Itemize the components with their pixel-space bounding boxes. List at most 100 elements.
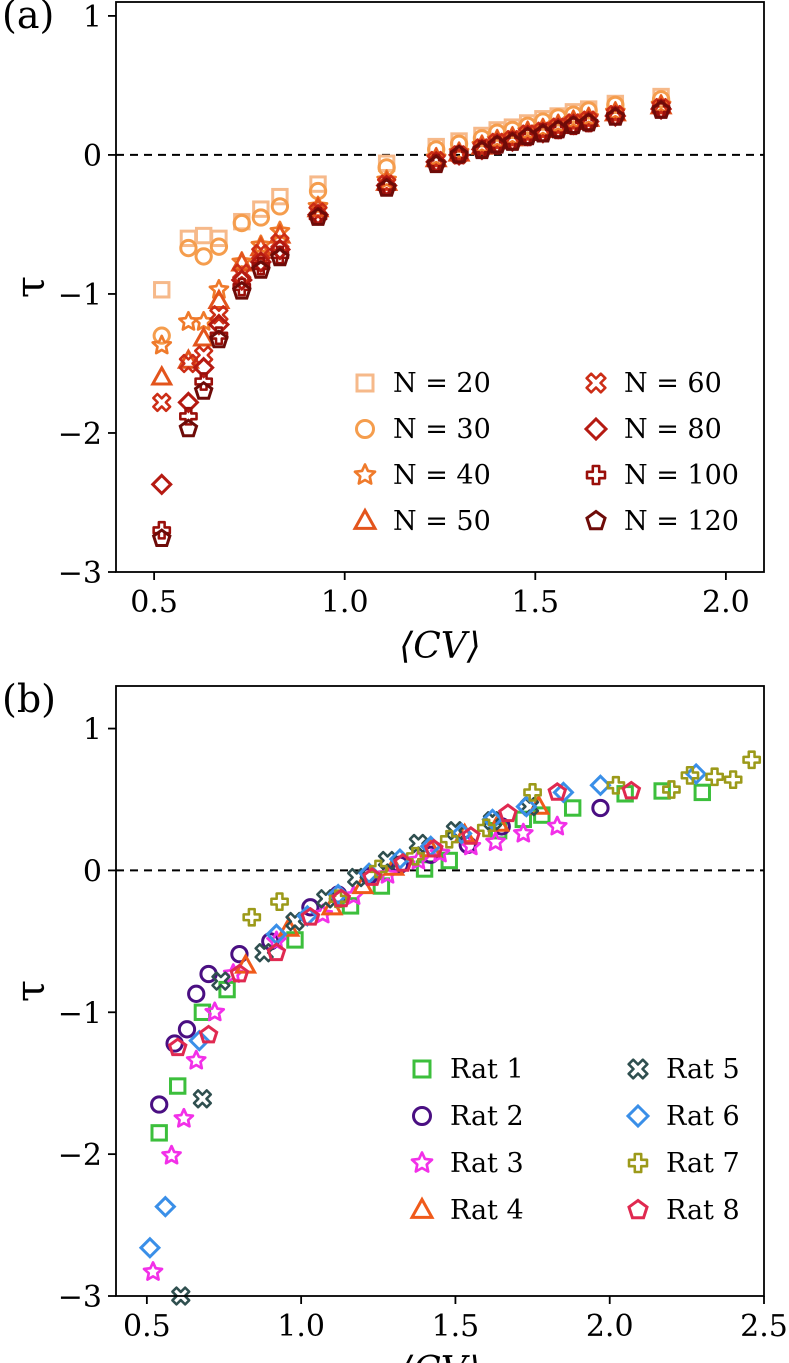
data-point [167, 1037, 188, 1057]
data-point [270, 197, 290, 216]
series-3 [151, 94, 672, 355]
data-point [308, 207, 328, 226]
legend-entry: N = 30 [355, 414, 491, 445]
data-point [376, 177, 397, 197]
legend-entry: Rat 6 [625, 1101, 740, 1132]
x-tick-label: 2.0 [702, 585, 750, 620]
data-point [207, 288, 231, 310]
x-tick-label: 0.5 [130, 585, 178, 620]
data-point [606, 775, 626, 795]
legend: N = 20 N = 30 N = 40 N = 50 N = 60 N = 80 N = … [352, 368, 739, 537]
data-point [497, 803, 518, 823]
data-point [231, 251, 253, 271]
data-point [150, 1095, 169, 1114]
legend-marker [627, 1152, 649, 1174]
data-point [209, 237, 229, 256]
y-tick-label: −2 [58, 417, 102, 452]
legend-marker [409, 1196, 435, 1219]
y-tick-label: 1 [83, 0, 102, 35]
data-point [309, 175, 327, 193]
data-point [552, 781, 575, 804]
data-point [547, 781, 568, 801]
data-point [192, 356, 215, 379]
data-point [268, 238, 292, 261]
y-axis-label: τ [8, 276, 54, 298]
legend-entry: N = 60 [585, 368, 722, 399]
data-point [230, 268, 253, 292]
data-point [234, 952, 258, 974]
data-point [460, 835, 482, 856]
y-tick-label: 0 [83, 854, 102, 889]
legend-marker [353, 463, 377, 485]
data-point [187, 984, 206, 1003]
data-point [152, 392, 172, 413]
data-point [439, 829, 459, 849]
data-point [307, 195, 329, 216]
data-point [151, 528, 172, 548]
data-point [209, 329, 229, 349]
data-point [229, 963, 250, 983]
data-point [684, 762, 708, 786]
data-point [192, 1089, 213, 1109]
data-point [249, 250, 272, 274]
data-point [169, 1077, 187, 1095]
data-point [481, 808, 504, 831]
data-point [485, 831, 506, 852]
data-point [161, 1144, 182, 1165]
data-point [185, 1049, 207, 1070]
series-6 [138, 762, 708, 1259]
panel-label: (a) [2, 0, 54, 37]
data-point [705, 767, 725, 787]
data-point [142, 1261, 164, 1281]
legend-label: N = 60 [624, 368, 722, 399]
y-tick-label: 1 [83, 713, 102, 748]
data-point [252, 200, 270, 218]
data-point [680, 765, 700, 785]
data-point [178, 418, 199, 438]
data-point [177, 391, 200, 414]
data-point [460, 825, 481, 845]
data-point [210, 229, 228, 248]
series-2 [150, 798, 610, 1114]
legend-entry: Rat 2 [412, 1101, 524, 1132]
legend-label: N = 30 [393, 414, 491, 445]
legend-entry: Rat 4 [409, 1195, 524, 1226]
data-point [209, 305, 229, 325]
data-point [251, 208, 270, 227]
data-point [285, 911, 305, 932]
data-point [179, 238, 198, 258]
legend-entry: Rat 8 [627, 1195, 740, 1226]
y-tick-label: −1 [58, 278, 102, 313]
legend-label: Rat 2 [450, 1101, 524, 1132]
legend-marker [627, 1198, 649, 1220]
series-4 [150, 93, 673, 386]
data-point [154, 1195, 177, 1218]
series-8 [167, 780, 642, 1057]
data-point [242, 907, 262, 927]
data-point [578, 112, 599, 132]
data-point [523, 783, 542, 802]
data-point [393, 852, 413, 872]
data-point [405, 846, 425, 866]
legend-entry: Rat 7 [627, 1148, 740, 1179]
data-point [177, 1020, 197, 1039]
data-point [138, 1236, 162, 1259]
data-point [723, 770, 743, 790]
data-point [151, 334, 173, 355]
data-point [693, 783, 711, 802]
legend-label: Rat 8 [666, 1195, 740, 1226]
x-tick-label: 1.0 [321, 585, 369, 620]
data-point [173, 1107, 195, 1128]
data-point [198, 1024, 219, 1044]
legend-label: N = 50 [393, 506, 491, 537]
data-point [178, 310, 199, 331]
x-axis-label: ⟨CV⟩ [399, 626, 481, 667]
data-point [179, 406, 198, 426]
data-point [193, 345, 214, 365]
data-point [579, 101, 598, 120]
legend-label: N = 80 [624, 414, 722, 445]
data-point [207, 313, 231, 336]
legend-marker [583, 416, 609, 442]
legend-marker [352, 507, 378, 530]
data-point [651, 100, 671, 119]
